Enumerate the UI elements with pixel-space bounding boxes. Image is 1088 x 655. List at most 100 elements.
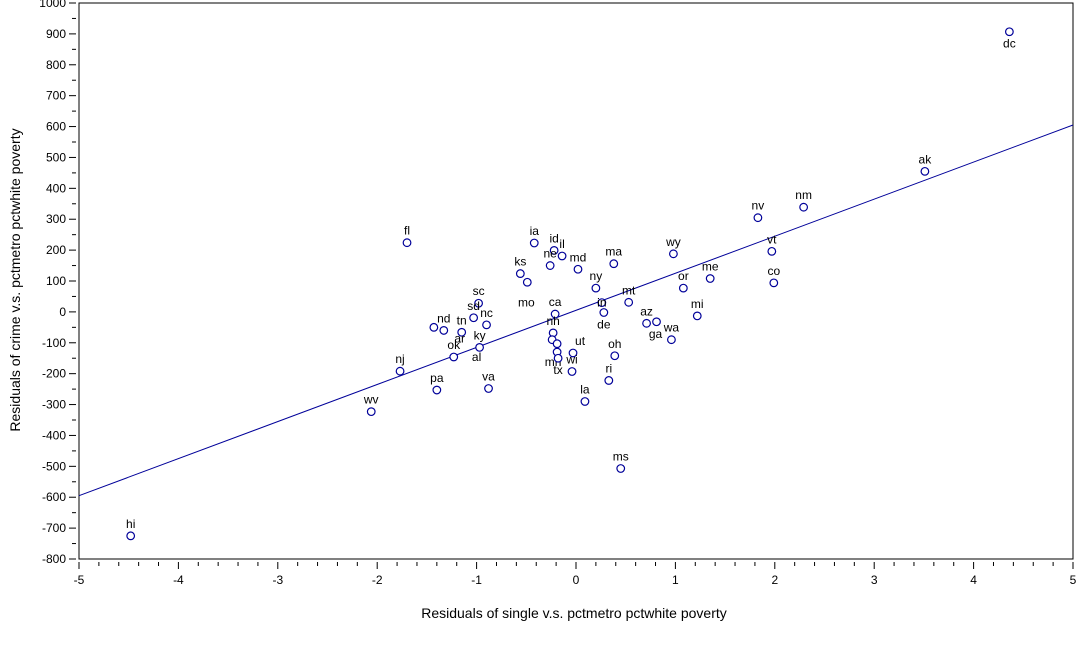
point-label-ia: ia [530,224,540,238]
x-tick-label: 3 [871,573,878,587]
data-point-ca [550,309,560,319]
data-point-hi [126,531,136,541]
point-label-nv: nv [752,199,765,213]
x-tick-label: -2 [372,573,383,587]
data-point-md [573,264,583,274]
y-tick-label: 1000 [39,0,66,10]
data-point-de [599,308,609,317]
point-label-ak: ak [919,152,933,166]
data-point-ks [515,269,525,278]
data-point-me [705,274,715,283]
data-point-la [580,397,590,406]
point-label-nj: nj [395,352,404,366]
y-tick-label: -800 [42,552,66,566]
data-point-dc [1004,27,1014,37]
point-label-la: la [580,382,590,396]
x-tick-label: 0 [573,573,580,587]
point-label-ca: ca [549,295,562,309]
point-label-ky: ky [474,328,486,342]
y-tick-label: 500 [46,150,66,164]
point-label-in: in [597,296,606,310]
point-label-mt: mt [622,283,636,297]
y-tick-label: -200 [42,367,66,381]
point-label-de: de [597,318,611,332]
y-tick-label: 300 [46,212,66,226]
point-label-ut: ut [575,334,586,348]
point-label-ne: ne [543,247,557,261]
point-label-or: or [678,269,689,283]
x-axis-title: Residuals of single v.s. pctmetro pctwhi… [421,605,727,621]
y-tick-label: -100 [42,336,66,350]
point-label-mi: mi [691,297,704,311]
y-tick-label: -700 [42,521,66,535]
point-label-wi: wi [565,353,577,367]
x-tick-label: -4 [173,573,184,587]
point-label-sd: sd [467,299,480,313]
data-point-wv [366,407,376,417]
data-point-tn [457,327,467,337]
data-point-nv [753,213,763,223]
point-label-az: az [640,304,653,318]
point-label-nd: nd [437,311,450,325]
point-label-pa: pa [430,371,444,385]
data-point-co [769,278,779,288]
regression-line [78,124,1074,497]
y-tick-label: 200 [46,243,66,257]
x-tick-label: 1 [672,573,679,587]
plot-area-frame [78,2,1074,560]
point-label-tx: tx [553,363,562,377]
point-label-ga: ga [649,327,663,341]
data-point-or [678,283,688,293]
data-point-sd [469,313,479,323]
data-point-ga [652,317,661,327]
point-label-co: co [767,264,780,278]
y-tick-label: 400 [46,181,66,195]
point-label-dc: dc [1003,37,1016,51]
x-tick-label: -5 [74,573,85,587]
data-point-ok [449,352,459,362]
point-label-ny: ny [590,269,603,283]
point-label-ok: ok [447,338,461,352]
point-label-id: id [549,231,558,245]
data-point-ny [591,283,601,293]
data-point-ky [475,343,484,352]
point-label-nh: nh [546,314,559,328]
data-point-tn2 [429,322,439,332]
data-point-ms [616,464,626,473]
y-tick-label: 800 [46,58,66,72]
point-label-il: il [559,237,564,251]
data-point-az [642,318,651,328]
y-tick-label: -300 [42,398,66,412]
data-point-mt [624,297,634,307]
data-point-il [557,251,567,261]
y-axis-title: Residuals of crime v.s. pctmetro pctwhit… [7,128,23,431]
data-point-sc [474,298,483,308]
y-tick-label: 700 [46,89,66,103]
data-point-wy [669,249,678,259]
data-point-ri [604,376,614,385]
point-label-nc: nc [480,306,493,320]
point-label-vt: vt [767,232,777,246]
x-tick-label: -1 [471,573,482,587]
data-point-ia [529,238,539,248]
point-label-wa: wa [663,321,680,335]
y-tick-label: -500 [42,459,66,473]
x-tick-label: 2 [771,573,778,587]
point-label-va: va [482,369,495,383]
data-point-ma [609,259,619,269]
point-label-hi: hi [126,517,135,531]
data-point-va [484,384,493,393]
data-point-nc [482,320,491,330]
point-label-ms: ms [613,449,629,463]
point-label-md: md [570,250,587,264]
point-label-ar: ar [454,331,465,345]
y-tick-label: 100 [46,274,66,288]
point-label-me: me [702,260,719,274]
point-label-ma: ma [605,245,622,259]
data-point-oh [610,351,620,361]
data-point-ut [568,348,578,358]
data-point-fl [402,238,412,248]
